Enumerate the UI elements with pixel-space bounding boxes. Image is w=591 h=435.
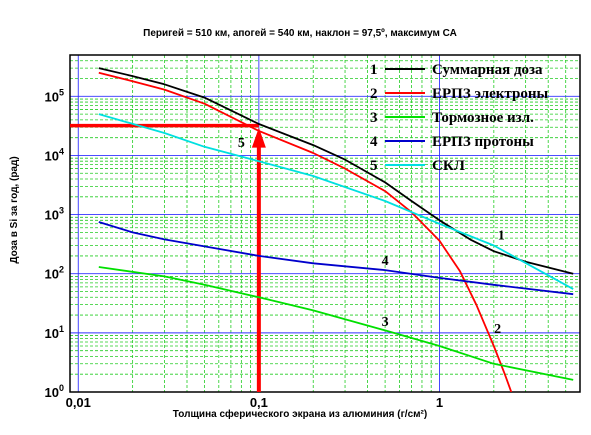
curve-label: 4 (382, 254, 389, 269)
y-tick-label: 103 (45, 206, 64, 223)
legend-number: 4 (370, 134, 378, 150)
y-axis-label: Доза в Si за год, (рад) (9, 156, 20, 263)
series-line-5 (98, 113, 574, 290)
series-group (98, 67, 574, 392)
y-tick-label: 105 (45, 87, 64, 104)
y-tick-exponent: 4 (59, 146, 64, 156)
y-tick-exponent: 1 (59, 324, 64, 334)
grid (69, 55, 580, 392)
legend-label: Суммарная доза (432, 62, 543, 78)
annotation-arrowhead (251, 127, 266, 148)
y-tick-label: 101 (45, 324, 64, 341)
x-axis-label: Толщина сферического экрана из алюминия … (173, 408, 427, 420)
y-tick-exponent: 2 (59, 265, 64, 275)
legend-label: ЕРПЗ протоны (432, 134, 534, 150)
legend-number: 2 (370, 86, 378, 102)
annotation (70, 123, 266, 392)
y-tick-exponent: 3 (59, 206, 64, 216)
y-tick-label: 102 (45, 265, 64, 282)
legend-number: 3 (370, 110, 378, 126)
curve-label: 3 (382, 315, 389, 330)
y-tick-label: 100 (45, 383, 64, 400)
legend-label: СКЛ (432, 158, 465, 174)
series-line-4 (98, 221, 574, 296)
curve-label: 5 (238, 136, 245, 151)
x-tick-label: 0,01 (66, 395, 91, 410)
x-tick-label: 0,1 (250, 395, 268, 410)
y-tick-exponent: 0 (59, 383, 64, 393)
legend-label: Тормозное изл. (432, 110, 534, 126)
legend: 1 Суммарная доза 2 ЕРПЗ электроны 3 Тормозное… (370, 62, 548, 174)
series-line-3 (98, 266, 574, 381)
series-line-1 (98, 67, 574, 275)
series-line-2 (98, 71, 513, 392)
legend-number: 1 (370, 62, 378, 78)
curve-label: 1 (498, 228, 505, 243)
legend-label: ЕРПЗ электроны (432, 86, 548, 102)
plot-frame (69, 54, 581, 393)
y-tick-label: 104 (45, 146, 64, 163)
y-tick-exponent: 5 (59, 87, 64, 97)
x-tick-label: 1 (436, 395, 443, 410)
curve-label: 2 (494, 322, 501, 337)
chart-title: Перигей = 510 км, апогей = 540 км, накло… (143, 28, 457, 39)
legend-number: 5 (370, 158, 378, 174)
